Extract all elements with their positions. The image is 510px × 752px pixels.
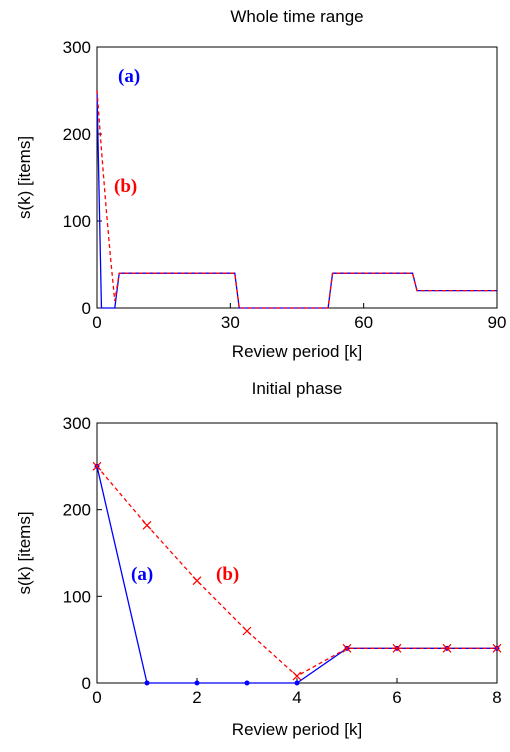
point-marker xyxy=(192,576,202,586)
point-marker xyxy=(294,680,300,686)
series-line xyxy=(96,465,497,677)
point-marker xyxy=(392,643,402,653)
point-marker xyxy=(244,680,250,686)
y-axis-label: s(k) [items] xyxy=(15,511,34,594)
point-marker xyxy=(342,643,352,653)
series-label: (a) xyxy=(118,66,140,87)
series-line xyxy=(96,90,497,309)
y-tick-label: 0 xyxy=(82,674,91,693)
y-tick-label: 100 xyxy=(63,212,91,231)
x-tick-label: 8 xyxy=(492,688,501,707)
point-marker xyxy=(492,643,502,653)
y-tick-label: 200 xyxy=(63,125,91,144)
series-line xyxy=(96,466,497,684)
point-marker xyxy=(194,680,200,686)
chart-title: Whole time range xyxy=(230,7,363,26)
x-tick-label: 0 xyxy=(92,688,101,707)
series-label: (a) xyxy=(131,564,153,585)
point-marker xyxy=(242,626,252,636)
point-marker xyxy=(142,520,152,530)
y-tick-label: 300 xyxy=(63,414,91,433)
plot-frame xyxy=(96,422,498,684)
y-tick-label: 100 xyxy=(63,587,91,606)
y-tick-label: 200 xyxy=(63,501,91,520)
point-marker xyxy=(292,671,302,681)
plot-frame xyxy=(96,46,498,309)
y-tick-label: 300 xyxy=(63,38,91,57)
point-marker xyxy=(144,680,150,686)
x-tick-label: 60 xyxy=(354,313,373,332)
x-axis-label: Review period [k] xyxy=(232,342,362,361)
series-label: (b) xyxy=(216,564,239,585)
point-marker xyxy=(442,643,452,653)
x-tick-label: 0 xyxy=(92,313,101,332)
x-tick-label: 4 xyxy=(292,688,301,707)
point-marker xyxy=(92,461,102,471)
y-axis-label: s(k) [items] xyxy=(15,136,34,219)
x-tick-label: 30 xyxy=(221,313,240,332)
x-tick-label: 90 xyxy=(488,313,507,332)
x-tick-label: 2 xyxy=(192,688,201,707)
series-label: (b) xyxy=(114,176,137,197)
chart-title: Initial phase xyxy=(252,379,343,398)
series-line xyxy=(96,90,497,309)
y-tick-label: 0 xyxy=(82,299,91,318)
x-tick-label: 6 xyxy=(392,688,401,707)
x-axis-label: Review period [k] xyxy=(232,720,362,739)
